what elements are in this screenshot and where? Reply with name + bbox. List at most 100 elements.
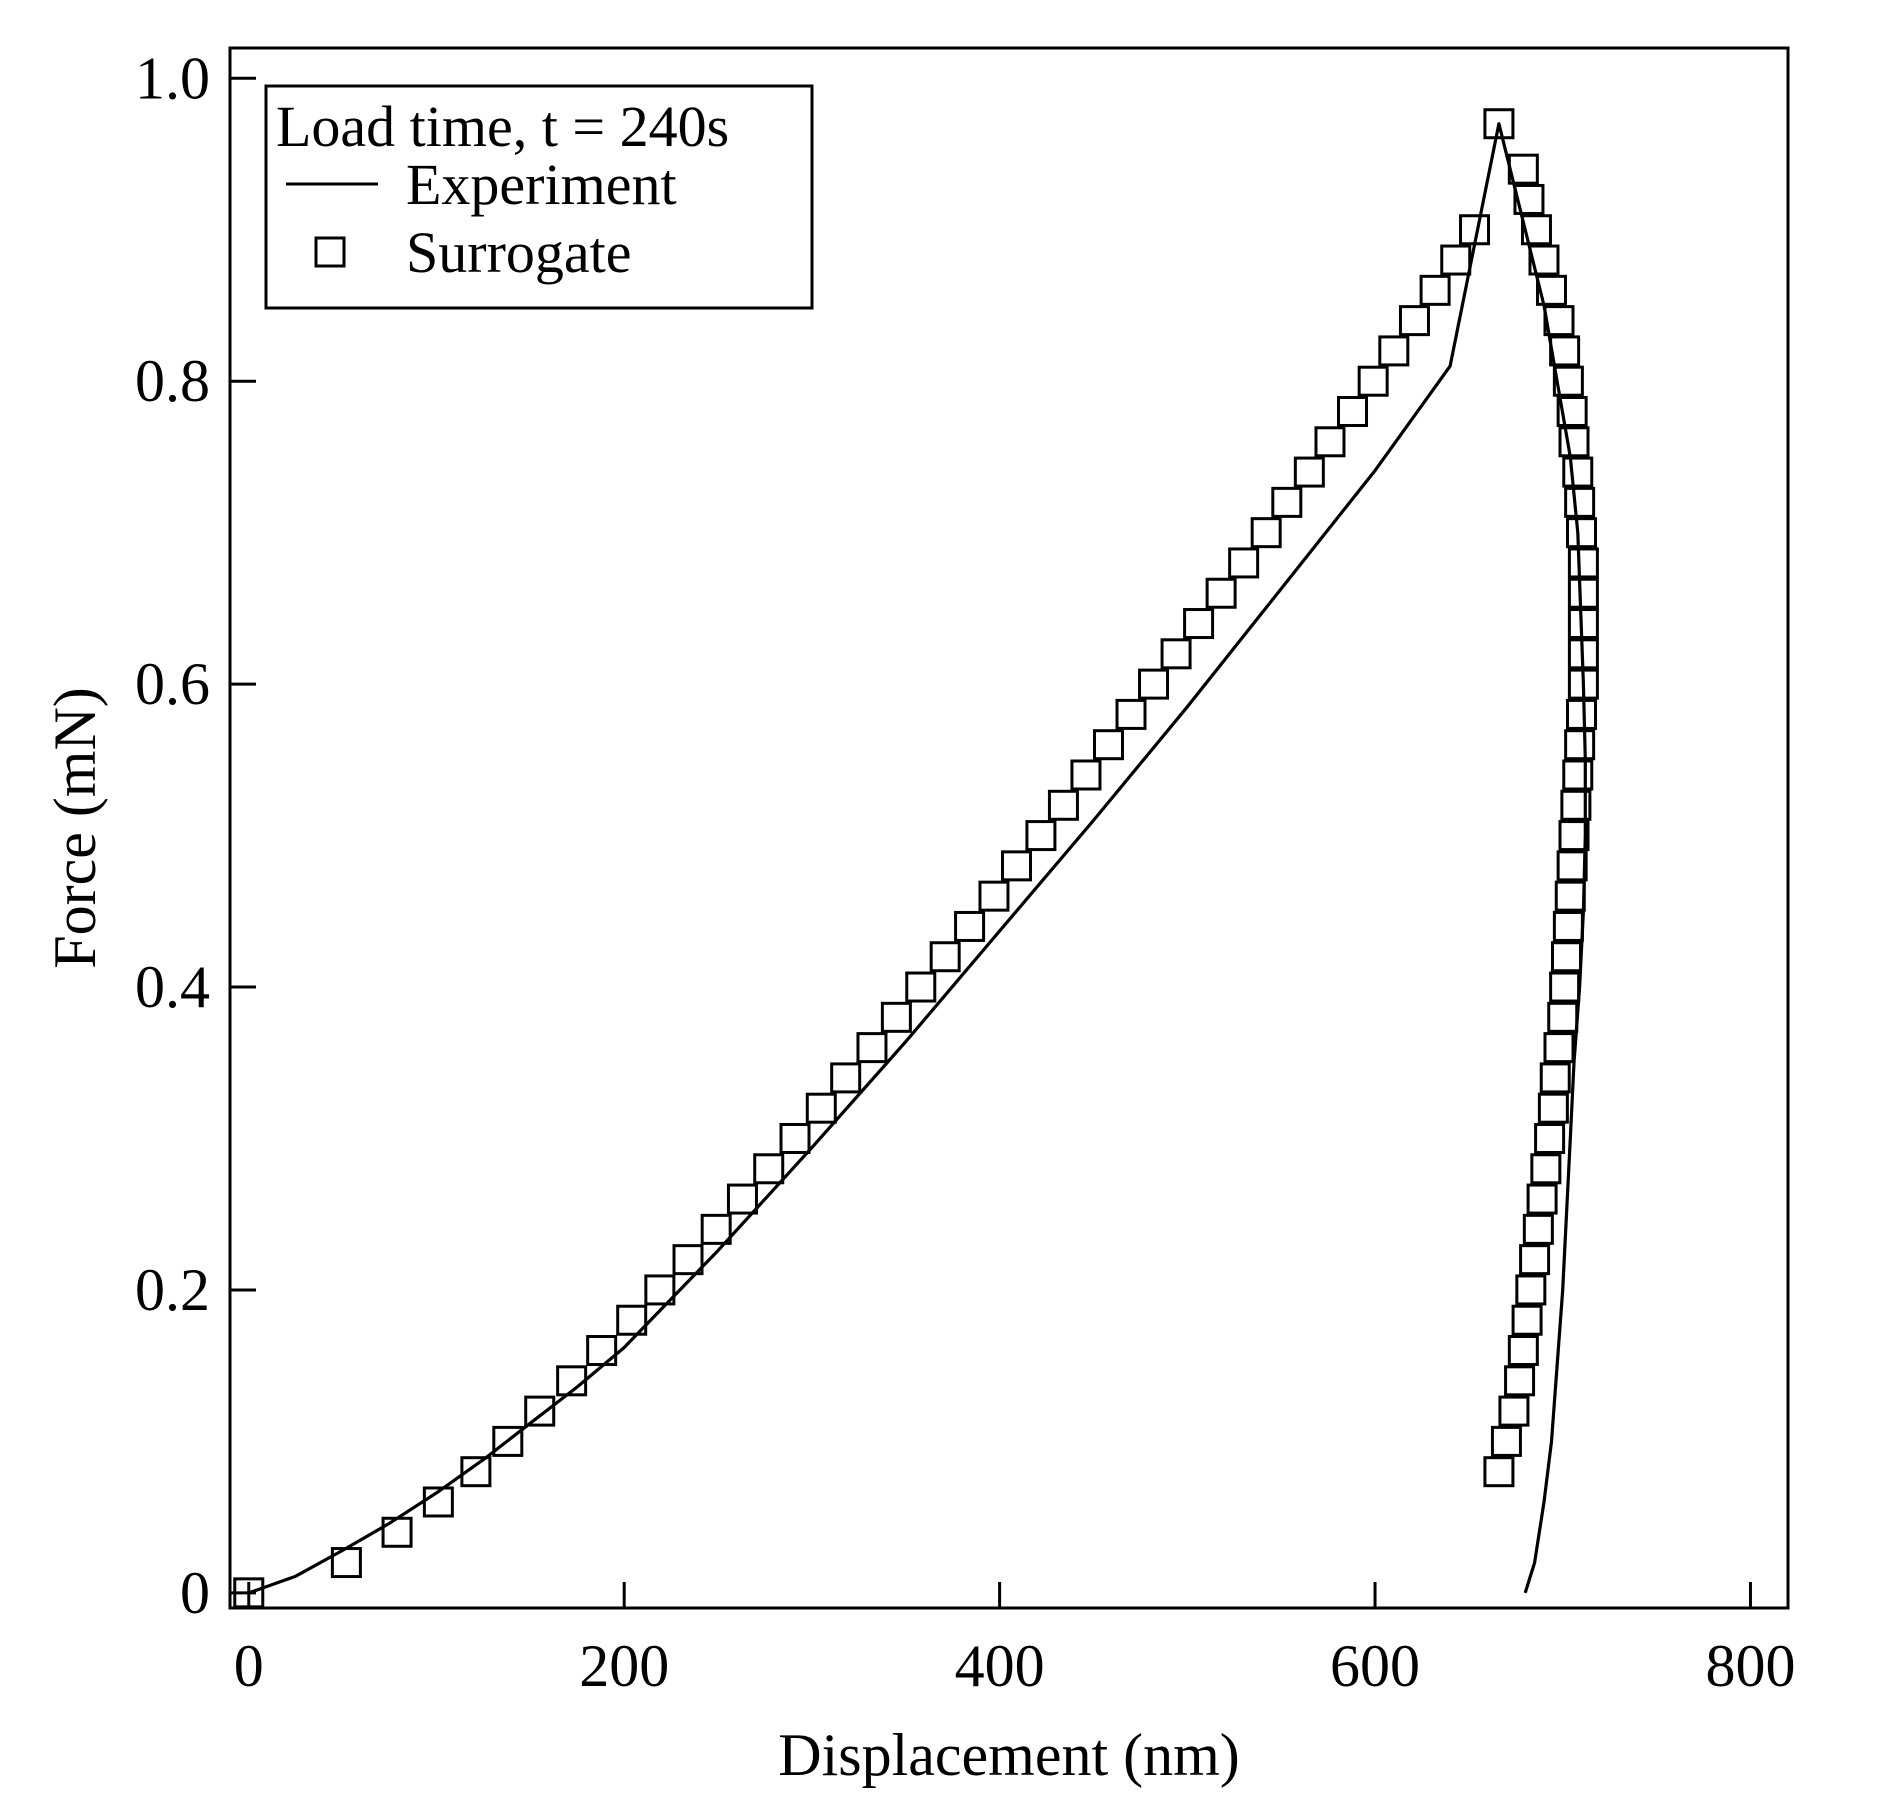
data-point xyxy=(905,971,937,1003)
data-point xyxy=(1511,1304,1543,1336)
data-point xyxy=(1567,577,1599,609)
data-point xyxy=(830,1062,862,1094)
data-point xyxy=(1228,547,1260,579)
data-point xyxy=(1567,638,1599,670)
data-point xyxy=(1293,456,1325,488)
data-point xyxy=(1271,486,1303,518)
data-point xyxy=(586,1335,618,1367)
plot-frame xyxy=(228,46,1790,1610)
data-point xyxy=(1549,971,1581,1003)
data-point xyxy=(978,880,1010,912)
data-point xyxy=(1549,335,1581,367)
legend-entry-experiment: Experiment xyxy=(406,152,677,217)
data-point xyxy=(1513,183,1545,215)
data-point xyxy=(1558,820,1590,852)
data-point xyxy=(233,1577,265,1609)
y-tick-label: 0.4 xyxy=(135,954,210,1020)
data-point xyxy=(1564,486,1596,518)
y-tick-label: 0.2 xyxy=(135,1257,210,1323)
data-point xyxy=(1556,850,1588,882)
y-tick-label: 0 xyxy=(180,1560,210,1626)
data-point xyxy=(880,1001,912,1033)
data-point xyxy=(1567,608,1599,640)
x-tick-label: 400 xyxy=(955,1633,1045,1699)
data-point xyxy=(856,1032,888,1064)
data-point xyxy=(1530,1153,1562,1185)
data-point xyxy=(1558,426,1590,458)
data-point xyxy=(1507,1335,1539,1367)
data-point xyxy=(1534,1122,1566,1154)
data-point xyxy=(330,1547,362,1579)
y-tick-label: 1.0 xyxy=(135,45,210,111)
data-point xyxy=(1519,1244,1551,1276)
data-point xyxy=(1398,305,1430,337)
data-point xyxy=(1507,153,1539,185)
data-point xyxy=(1138,668,1170,700)
x-axis-title: Displacement (nm) xyxy=(778,1722,1240,1788)
data-point xyxy=(1562,456,1594,488)
data-point xyxy=(1357,365,1389,397)
legend-title: Load time, t = 240s xyxy=(276,94,729,159)
data-point xyxy=(1314,426,1346,458)
data-point xyxy=(1490,1425,1522,1457)
data-point xyxy=(1560,789,1592,821)
plot-area xyxy=(228,46,1790,1610)
data-point xyxy=(1556,395,1588,427)
data-point xyxy=(1562,759,1594,791)
data-point xyxy=(1567,668,1599,700)
data-point xyxy=(1515,1274,1547,1306)
legend-entry-surrogate: Surrogate xyxy=(406,220,632,285)
series-layer xyxy=(233,108,1599,1609)
data-point xyxy=(1567,547,1599,579)
x-tick-label: 800 xyxy=(1705,1633,1795,1699)
data-point xyxy=(1504,1365,1536,1397)
data-point xyxy=(1552,365,1584,397)
data-point xyxy=(1566,517,1598,549)
data-point xyxy=(1419,274,1451,306)
data-point xyxy=(1528,244,1560,276)
data-point xyxy=(1025,820,1057,852)
data-point xyxy=(1498,1395,1530,1427)
data-point xyxy=(1205,577,1237,609)
data-point xyxy=(779,1122,811,1154)
data-point xyxy=(700,1213,732,1245)
data-point xyxy=(1539,1062,1571,1094)
axis-ticks: 0 200 400 600 800 0 0.2 0.4 0.6 0.8 1.0 xyxy=(135,45,1795,1699)
data-point xyxy=(672,1244,704,1276)
data-point xyxy=(492,1425,524,1457)
x-tick-label: 600 xyxy=(1330,1633,1420,1699)
data-point xyxy=(1526,1183,1558,1215)
data-point xyxy=(1564,729,1596,761)
data-point xyxy=(1160,638,1192,670)
data-point xyxy=(1522,1213,1554,1245)
data-point xyxy=(616,1304,648,1336)
data-point xyxy=(1092,729,1124,761)
data-point xyxy=(1115,698,1147,730)
data-point xyxy=(1070,759,1102,791)
data-point xyxy=(1459,214,1491,246)
data-point xyxy=(1483,1456,1515,1488)
data-point xyxy=(1543,1032,1575,1064)
data-point xyxy=(753,1153,785,1185)
data-point xyxy=(1554,880,1586,912)
data-point xyxy=(556,1365,588,1397)
data-point xyxy=(726,1183,758,1215)
legend-square-marker xyxy=(314,236,346,268)
data-point xyxy=(1566,698,1598,730)
data-point xyxy=(422,1486,454,1518)
x-tick-label: 200 xyxy=(579,1633,669,1699)
legend-box xyxy=(264,84,814,310)
data-point xyxy=(460,1456,492,1488)
data-point xyxy=(954,910,986,942)
y-tick-label: 0.6 xyxy=(135,651,210,717)
y-axis-title: Force (mN) xyxy=(42,687,108,969)
data-point xyxy=(1547,1001,1579,1033)
data-point xyxy=(1250,517,1282,549)
data-point xyxy=(1537,1092,1569,1124)
data-point xyxy=(1483,108,1515,140)
data-point xyxy=(1440,244,1472,276)
x-tick-label: 0 xyxy=(234,1633,264,1699)
data-point xyxy=(381,1516,413,1548)
